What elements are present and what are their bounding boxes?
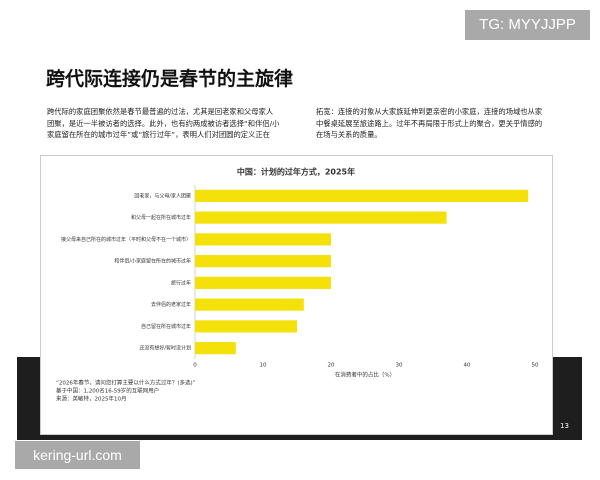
x-tick-label: 50 xyxy=(532,363,539,369)
page-number: 13 xyxy=(560,422,569,430)
y-tick-label: 自己留在所在城市过年 xyxy=(141,323,191,330)
note: “2026年春节，请问您打算主要以什么方式过年？(多选)” xyxy=(56,379,196,387)
x-axis-label: 在消费者中的占比（%） xyxy=(335,371,395,379)
note: 基于中国：1,200名16-59岁的互联网用户 xyxy=(56,387,159,395)
chart: 中国：计划的过年方式，2025年 在消费者中的占比（%） “2026年春节，请问… xyxy=(40,155,553,435)
text-line: 中餐桌延展至旅途路上。过年不再局限于形式上的聚合，更关乎情感的 xyxy=(316,118,543,128)
bar xyxy=(195,276,331,289)
y-tick-label: 和父母一起在所在城市过年 xyxy=(131,214,191,221)
bar xyxy=(195,211,447,224)
x-tick-label: 30 xyxy=(396,363,403,369)
text-line: 跨代际的家庭团聚依然是春节最普遍的过法，尤其是回老家和父母家人 xyxy=(47,107,274,116)
text-line: 家庭留在所在的城市过年”或“旅行过年”，表明人们对团圆的定义正在 xyxy=(47,130,270,139)
bar xyxy=(195,342,236,355)
text-line: 拓宽：连接的对象从大家族延伸到更亲密的小家庭，连接的场域也从家 xyxy=(316,107,543,116)
x-tick-label: 0 xyxy=(193,363,197,369)
x-tick-label: 10 xyxy=(260,363,267,369)
x-tick-label: 20 xyxy=(328,363,335,369)
column-right: 拓宽：连接的对象从大家族延伸到更亲密的小家庭，连接的场域也从家 中餐桌延展至旅途… xyxy=(316,106,542,141)
y-tick-label: 去伴侣的老家过年 xyxy=(151,301,191,308)
heading: 跨代际连接仍是春节的主旋律 xyxy=(46,68,294,90)
bar xyxy=(195,255,331,268)
bar xyxy=(195,189,529,202)
note: 来源：英敏特，2025年10月 xyxy=(56,395,127,403)
y-tick-label: 接父母来自己所在的城市过年（平时和父母不在一个城市） xyxy=(61,236,191,243)
watermark: kering-url.com xyxy=(15,441,140,469)
y-tick-label: 和伴侣/小家庭留在所在的城市过年 xyxy=(114,258,191,265)
text-line: 在场与关系的质量。 xyxy=(316,130,382,139)
bar xyxy=(195,298,304,311)
x-tick-label: 40 xyxy=(464,363,471,369)
bar xyxy=(195,320,297,333)
watermark: TG: MYYJJPP xyxy=(465,10,590,40)
text-line: 团聚，是近一半被访者的选择。此外，也有约两成被访者选择“和伴侣/小 xyxy=(47,118,280,128)
y-tick-label: 回老家，与父母/家人团聚 xyxy=(134,192,191,199)
chart-title: 中国：计划的过年方式，2025年 xyxy=(237,167,355,177)
y-tick-label: 旅行过年 xyxy=(171,279,191,286)
y-tick-label: 还没有想好/暂时没计划 xyxy=(139,345,191,352)
column-left: 跨代际的家庭团聚依然是春节最普遍的过法，尤其是回老家和父母家人 团聚，是近一半被… xyxy=(47,106,279,141)
bar xyxy=(195,233,331,246)
chart-frame xyxy=(40,155,553,435)
